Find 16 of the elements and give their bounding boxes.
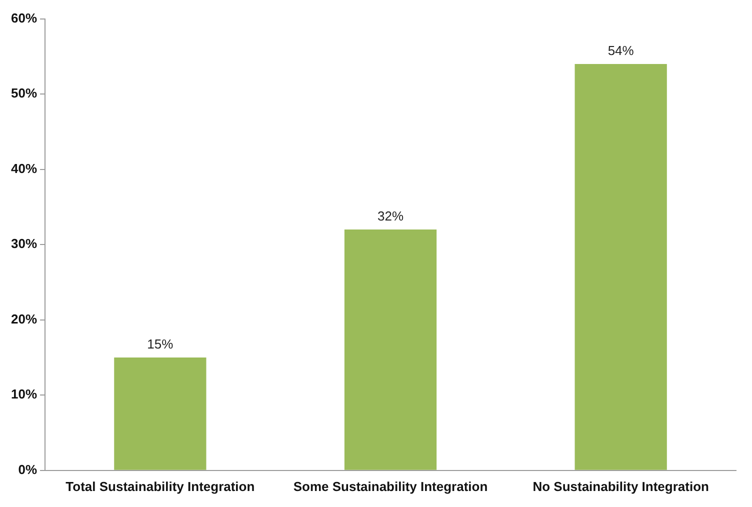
y-tick-label: 40% xyxy=(10,160,38,176)
data-label: 32% xyxy=(377,208,404,224)
x-tick-label: Some Sustainability Integration xyxy=(293,478,488,494)
y-tick-label: 20% xyxy=(10,311,38,326)
x-tick-label: Total Sustainability Integration xyxy=(66,478,255,494)
bar xyxy=(114,358,206,470)
bar xyxy=(344,230,437,470)
y-tick-label: 60% xyxy=(10,10,38,26)
y-tick-label: 30% xyxy=(10,236,38,252)
data-label: 15% xyxy=(147,336,174,352)
bar xyxy=(574,64,667,470)
data-label: 54% xyxy=(608,43,634,58)
x-tick-label: No Sustainability Integration xyxy=(532,478,710,494)
y-tick-label: 0% xyxy=(18,462,38,477)
y-tick-label: 10% xyxy=(10,386,38,402)
y-tick-label: 50% xyxy=(10,86,38,101)
